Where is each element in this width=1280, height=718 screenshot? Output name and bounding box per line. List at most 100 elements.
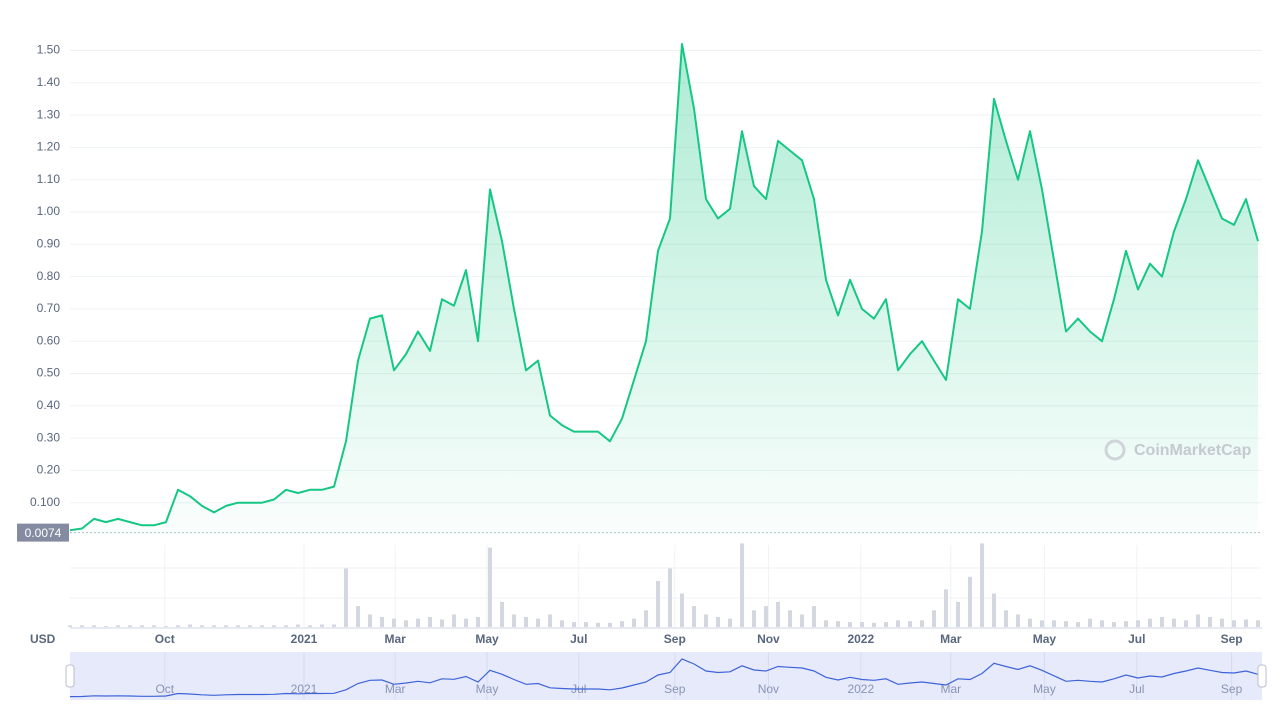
x-tick-label: Oct: [155, 632, 175, 646]
navigator-line: [69, 658, 1259, 698]
volume-bar: [1004, 610, 1008, 627]
volume-bar: [80, 625, 84, 627]
volume-bar: [620, 621, 624, 627]
volume-bar: [764, 606, 768, 627]
volume-bar: [1100, 620, 1104, 627]
x-tick-label: 2021: [291, 632, 318, 646]
navigator-tick-label: 2022: [847, 682, 874, 696]
navigator-tick-label: Mar: [940, 682, 961, 696]
volume-bar: [500, 601, 504, 627]
volume-bar: [608, 622, 612, 627]
x-tick-label: May: [1033, 632, 1057, 646]
volume-bar: [1196, 614, 1200, 627]
y-tick-label: 1.50: [37, 43, 61, 57]
y-tick-label: 1.30: [37, 107, 61, 121]
y-tick-label: 0.40: [37, 398, 61, 412]
y-tick-label: 0.70: [37, 301, 61, 315]
volume-bar: [680, 593, 684, 627]
y-tick-label: 0.30: [37, 430, 61, 444]
volume-bar: [1160, 616, 1164, 627]
volume-bar: [728, 618, 732, 627]
volume-bar: [1016, 614, 1020, 627]
navigator-handle[interactable]: [1257, 664, 1267, 688]
volume-bar: [1076, 621, 1080, 627]
volume-bar: [164, 626, 168, 627]
volume-bar: [848, 621, 852, 627]
volume-bar: [824, 620, 828, 627]
volume-bar: [404, 620, 408, 627]
volume-bar: [980, 543, 984, 627]
x-tick-label: Nov: [757, 632, 780, 646]
volume-bar: [272, 625, 276, 627]
y-tick-label: 0.100: [30, 495, 60, 509]
x-tick-label: Jul: [570, 632, 587, 646]
y-tick-label: 1.20: [37, 140, 61, 154]
navigator-tick-label: Nov: [758, 682, 779, 696]
volume-bar: [644, 610, 648, 627]
volume-bar: [944, 589, 948, 627]
navigator-tick-label: Mar: [385, 682, 406, 696]
volume-bar: [152, 625, 156, 627]
volume-bar: [284, 625, 288, 627]
volume-bar: [248, 625, 252, 627]
volume-bar: [1040, 620, 1044, 627]
volume-bar: [908, 621, 912, 627]
volume-bar: [296, 624, 300, 627]
watermark-text: CoinMarketCap: [1134, 442, 1252, 459]
volume-bar: [596, 622, 600, 627]
volume-bar: [860, 621, 864, 627]
volume-bar: [104, 626, 108, 627]
volume-bar: [512, 614, 516, 627]
x-tick-label: May: [475, 632, 499, 646]
volume-bar: [1220, 618, 1224, 627]
x-tick-label: Sep: [664, 632, 686, 646]
volume-bar: [1244, 619, 1248, 627]
navigator-tick-label: Sep: [664, 682, 686, 696]
volume-bar: [896, 620, 900, 627]
volume-bar: [668, 568, 672, 627]
navigator-tick-label: Oct: [155, 682, 174, 696]
volume-bar: [128, 625, 132, 627]
volume-bar: [956, 601, 960, 627]
volume-bar: [536, 618, 540, 627]
price-line: [69, 43, 1259, 532]
volume-bar: [476, 616, 480, 627]
volume-bar: [752, 610, 756, 627]
navigator-handle[interactable]: [65, 664, 75, 688]
volume-bar: [1052, 620, 1056, 627]
y-tick-label: 0.50: [37, 366, 61, 380]
base-marker-box: [17, 523, 69, 542]
watermark: CoinMarketCap: [1104, 439, 1252, 461]
volume-bar: [488, 547, 492, 627]
volume-bar: [1124, 621, 1128, 627]
y-tick-label: 0.90: [37, 236, 61, 250]
volume-bar: [1112, 621, 1116, 627]
volume-bar: [788, 610, 792, 627]
volume-bar: [452, 614, 456, 627]
volume-bar: [236, 625, 240, 627]
volume-bar: [392, 618, 396, 627]
volume-bar: [632, 618, 636, 627]
volume-bar: [812, 606, 816, 627]
navigator-background: [70, 652, 1262, 700]
volume-bar: [332, 624, 336, 627]
volume-bar: [716, 616, 720, 627]
volume-bar: [560, 620, 564, 627]
navigator-tick-label: Sep: [1221, 682, 1243, 696]
volume-bar: [260, 625, 264, 627]
volume-bar: [368, 614, 372, 627]
volume-bar: [1028, 618, 1032, 627]
y-tick-label: 0.80: [37, 269, 61, 283]
volume-bar: [308, 625, 312, 627]
volume-bar: [428, 616, 432, 627]
volume-bar: [1088, 618, 1092, 627]
volume-bar: [872, 622, 876, 627]
volume-bar: [380, 616, 384, 627]
volume-bar: [1172, 618, 1176, 627]
volume-bar: [1256, 620, 1260, 627]
volume-bar: [440, 619, 444, 627]
volume-bar: [656, 581, 660, 627]
volume-bar: [464, 618, 468, 627]
volume-bar: [740, 543, 744, 627]
